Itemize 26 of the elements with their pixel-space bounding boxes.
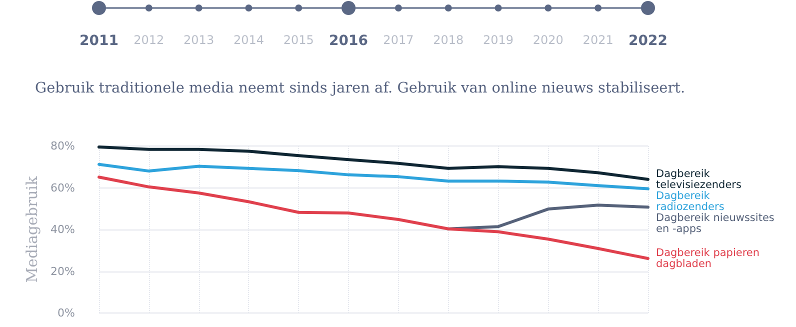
y-axis-title: Mediagebruik bbox=[23, 175, 42, 283]
y-tick-label: 20% bbox=[50, 264, 75, 278]
text: 2016 bbox=[329, 33, 368, 49]
chart-title: Gebruik traditionele media neemt sinds jaren af. Gebruik van online nieuws stabiliseert. bbox=[35, 80, 686, 96]
text: 2015 bbox=[283, 33, 314, 47]
y-tick-label: 80% bbox=[50, 140, 75, 152]
series-label: Dagbereik papieren dagbladen bbox=[656, 247, 763, 270]
text: 2019 bbox=[482, 33, 514, 47]
text: 2021 bbox=[582, 33, 614, 47]
text: 2014 bbox=[233, 33, 264, 47]
series-label: Dagbereik televisiezenders bbox=[656, 168, 742, 191]
series-label: Dagbereik radiozenders bbox=[656, 190, 724, 213]
y-tick-label: 0% bbox=[58, 306, 75, 320]
text: 2013 bbox=[184, 33, 214, 47]
text: 2018 bbox=[433, 33, 464, 47]
text: 2022 bbox=[628, 33, 668, 49]
text: 2020 bbox=[532, 33, 564, 47]
y-tick-label: 60% bbox=[50, 181, 75, 194]
text: 2012 bbox=[134, 33, 164, 47]
y-tick-label: 40% bbox=[50, 223, 75, 236]
series-label: Dagbereik nieuwssites en -apps bbox=[656, 212, 778, 235]
text: 2017 bbox=[383, 33, 414, 47]
line-series bbox=[98, 146, 650, 181]
line-series bbox=[98, 176, 650, 260]
line-series bbox=[98, 162, 650, 190]
text: 2011 bbox=[80, 33, 118, 49]
